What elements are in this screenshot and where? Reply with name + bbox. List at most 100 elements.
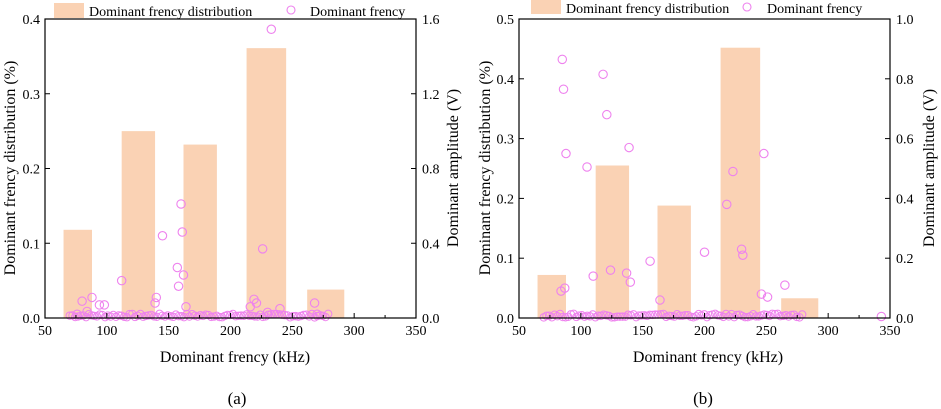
scatter-point <box>223 310 232 320</box>
scatter-point <box>141 311 151 321</box>
scatter-point <box>605 265 616 275</box>
scatter-point <box>612 312 622 321</box>
y-left-tick-label: 0.2 <box>497 192 515 207</box>
scatter-point <box>738 250 748 260</box>
scatter-point <box>574 311 584 320</box>
scatter-point <box>582 162 592 172</box>
scatter-point <box>177 227 188 237</box>
y-left-tick-label: 0.5 <box>497 13 515 28</box>
y-right-tick-label: 0.4 <box>896 192 914 207</box>
scatter-point <box>547 313 557 322</box>
scatter-point <box>98 310 107 320</box>
y-right-tick-label: 0.0 <box>896 312 914 327</box>
scatter-point <box>560 283 570 293</box>
y-left-tick-label: 0.2 <box>23 163 41 178</box>
scatter-point <box>607 313 616 322</box>
panel-b: Dominant frency distribution Dominant fr… <box>477 0 938 408</box>
x-tick-label: 50 <box>512 324 526 339</box>
x-tick-label: 250 <box>282 324 303 339</box>
scatter-point <box>151 292 162 303</box>
scatter-point <box>81 312 91 322</box>
scatter-point <box>77 296 87 306</box>
scatter-point <box>99 300 110 310</box>
histogram-bar <box>63 229 92 318</box>
legend-bar-swatch <box>54 3 84 18</box>
y-axis-right-label: Dominant amplitude (V) <box>445 89 462 247</box>
scatter-point <box>250 312 259 321</box>
y-left-tick-label: 0.3 <box>23 88 41 103</box>
scatter-point <box>172 262 183 273</box>
scatter-point <box>691 312 701 321</box>
scatter-point <box>82 306 92 317</box>
scatter-point <box>702 312 712 322</box>
scatter-point <box>207 312 216 322</box>
y-right-tick-label: 0.8 <box>422 163 440 178</box>
y-right-tick-label: 1.2 <box>422 88 440 103</box>
scatter-point <box>251 298 262 308</box>
y-axis-left-label: Dominant frency distribution (%) <box>477 61 494 276</box>
y-left-tick-label: 0.4 <box>23 13 41 28</box>
scatter-point <box>262 307 273 318</box>
scatter-point <box>133 311 142 321</box>
scatter-point <box>780 280 790 290</box>
scatter-point <box>728 166 738 177</box>
scatter-point <box>762 292 773 302</box>
scatter-point <box>655 295 665 305</box>
scatter-point <box>624 142 634 153</box>
scatter-point <box>732 310 742 320</box>
x-tick-label: 50 <box>38 324 52 339</box>
y-axis-right-label: Dominant amplitude (V) <box>921 89 938 247</box>
scatter-point <box>116 275 127 286</box>
scatter-point <box>792 312 801 322</box>
scatter-point <box>280 310 289 320</box>
scatter-point <box>215 312 224 322</box>
y-right-tick-label: 0.6 <box>896 133 914 148</box>
x-axis-label: Dominant frency (kHz) <box>633 349 783 366</box>
scatter-point <box>152 312 161 321</box>
scatter-point <box>675 311 684 320</box>
scatter-point <box>309 298 320 308</box>
scatter-point <box>670 312 679 321</box>
y-left-tick-label: 0.0 <box>23 312 41 327</box>
histogram-bar <box>246 48 287 319</box>
scatter-point <box>144 311 153 320</box>
legend-bar-label: Dominant frency distribution <box>566 2 729 17</box>
scatter-point <box>699 247 710 257</box>
panel-caption: (b) <box>693 389 713 408</box>
x-tick-label: 350 <box>880 324 901 339</box>
y-left-tick-label: 0.4 <box>497 73 515 88</box>
y-left-tick-label: 0.3 <box>497 133 515 148</box>
scatter-point <box>181 302 191 312</box>
scatter-point <box>724 312 733 321</box>
scatter-point <box>92 312 102 321</box>
scatter-point <box>736 244 747 254</box>
scatter-point <box>70 312 80 322</box>
scatter-point <box>625 277 636 287</box>
scatter-point <box>553 312 562 321</box>
scatter-point <box>168 312 178 322</box>
x-tick-label: 100 <box>96 324 117 339</box>
x-tick-label: 200 <box>694 324 715 339</box>
legend-scatter-label: Dominant frency <box>767 2 862 17</box>
scatter-point <box>173 281 184 291</box>
histogram-bar <box>720 47 761 318</box>
scatter-point <box>558 84 569 95</box>
scatter-point <box>234 311 243 321</box>
scatter-point <box>876 311 887 322</box>
histogram-bar <box>657 205 691 318</box>
y-right-tick-label: 1.0 <box>896 13 914 28</box>
scatter-point <box>618 312 627 321</box>
scatter-point <box>204 310 213 320</box>
histogram-bar <box>537 274 566 318</box>
scatter-point <box>598 69 608 80</box>
scatter-point <box>185 312 194 321</box>
panel-caption: (a) <box>228 389 247 408</box>
y-left-tick-label: 0.0 <box>497 312 515 327</box>
legend-bar-swatch <box>531 0 561 14</box>
scatter-point <box>150 298 160 308</box>
scatter-point <box>157 231 168 241</box>
y-right-tick-label: 1.6 <box>422 13 440 28</box>
scatter-point <box>776 311 785 321</box>
legend-scatter-marker <box>286 5 296 15</box>
